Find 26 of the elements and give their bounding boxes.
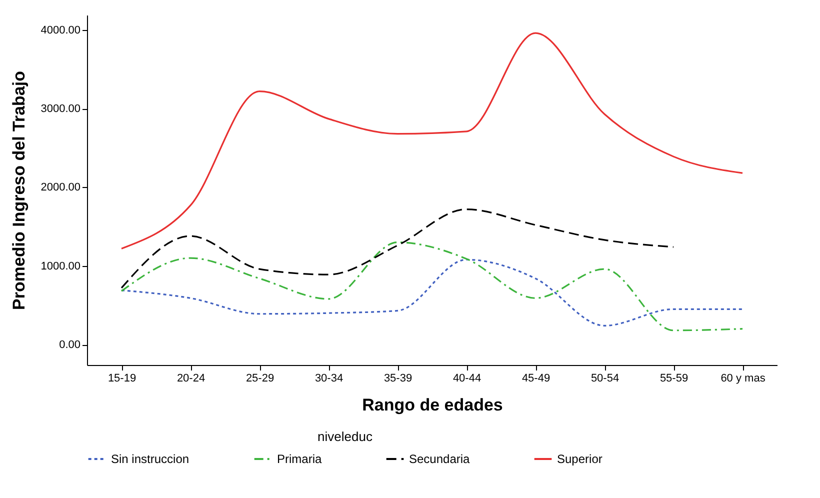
y-axis-title: Promedio Ingreso del Trabajo	[10, 71, 29, 310]
legend-label: Secundaria	[409, 452, 470, 466]
y-tick-label: 2000.00	[40, 182, 80, 194]
line-series	[120, 32, 744, 250]
x-tick-label: 25-29	[246, 372, 274, 384]
legend-label: Superior	[557, 452, 602, 466]
legend-title: niveleduc	[318, 429, 373, 444]
y-tick-label: 4000.00	[40, 24, 80, 36]
legend-label: Primaria	[277, 452, 322, 466]
y-tick-label: 1000.00	[40, 260, 80, 272]
x-tick-label: 35-39	[384, 372, 412, 384]
x-tick-label: 15-19	[108, 372, 136, 384]
line-series	[120, 258, 744, 326]
x-axis-title: Rango de edades	[362, 396, 503, 414]
x-tick-label: 60 y mas	[720, 372, 766, 384]
line-series	[120, 242, 744, 332]
x-tick-label: 50-54	[590, 372, 620, 384]
x-tick-label: 30-34	[314, 372, 344, 384]
line-series	[120, 208, 674, 289]
y-tick-label: 3000.00	[40, 103, 80, 116]
x-tick-label: 40-44	[452, 372, 482, 384]
x-tick-label: 55-59	[660, 372, 688, 384]
x-tick-label: 45-49	[522, 372, 550, 384]
legend-label: Sin instruccion	[111, 452, 190, 466]
y-tick-label: 0.00	[59, 339, 80, 352]
x-tick-label: 20-24	[176, 372, 206, 384]
